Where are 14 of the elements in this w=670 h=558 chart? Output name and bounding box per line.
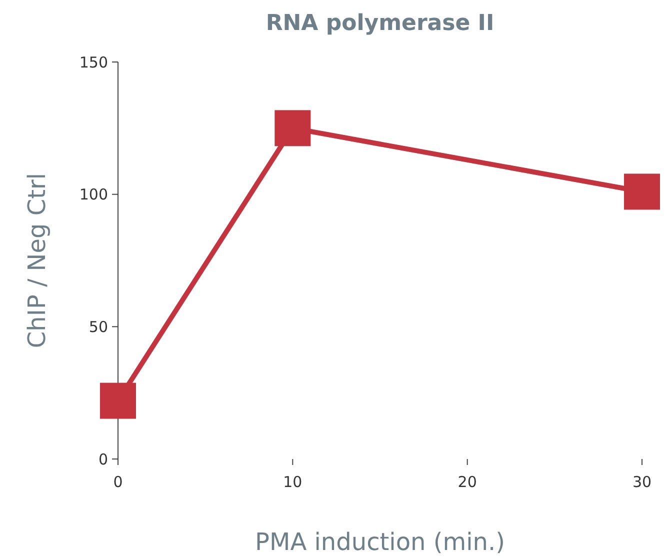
x-tick-label: 0 (113, 473, 123, 491)
x-tick-label: 30 (632, 473, 652, 491)
point (100, 382, 136, 419)
point (274, 110, 311, 146)
y-tick-label: 0 (98, 450, 108, 468)
y-tick-label: 100 (79, 186, 108, 204)
chart-title: RNA polymerase II (266, 11, 494, 36)
y-tick-label: 150 (79, 53, 108, 72)
y-tick-label: 50 (88, 318, 108, 336)
x-tick-label: 10 (283, 473, 302, 491)
x-tick-label: 20 (458, 473, 477, 491)
x-axis-title: PMA induction (min.) (255, 528, 505, 556)
point (624, 174, 660, 210)
y-axis-title: ChIP / Neg Ctrl (23, 172, 51, 348)
